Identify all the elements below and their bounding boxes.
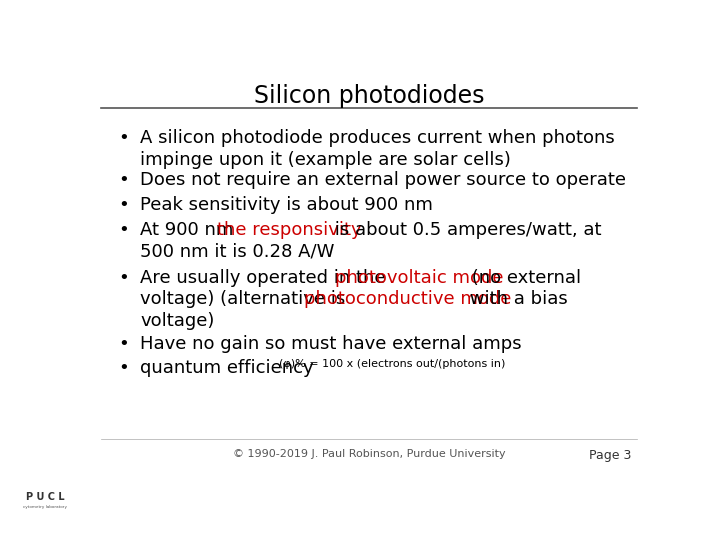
Text: voltage) (alternative is: voltage) (alternative is [140, 290, 351, 308]
Text: •: • [118, 221, 129, 239]
Text: •: • [118, 129, 129, 147]
Text: quantum efficiency: quantum efficiency [140, 359, 320, 377]
Text: © 1990-2019 J. Paul Robinson, Purdue University: © 1990-2019 J. Paul Robinson, Purdue Uni… [233, 449, 505, 460]
Text: Silicon photodiodes: Silicon photodiodes [253, 84, 485, 107]
Text: cytometry laboratory: cytometry laboratory [23, 505, 68, 509]
Text: Page 3: Page 3 [589, 449, 631, 462]
Text: •: • [118, 268, 129, 287]
Text: P U C L: P U C L [26, 492, 65, 502]
Text: Have no gain so must have external amps: Have no gain so must have external amps [140, 335, 522, 353]
Text: photoconductive mode: photoconductive mode [304, 290, 511, 308]
Text: •: • [118, 335, 129, 353]
Text: impinge upon it (example are solar cells): impinge upon it (example are solar cells… [140, 151, 511, 169]
Text: photovoltaic mode: photovoltaic mode [335, 268, 503, 287]
Text: Are usually operated in the: Are usually operated in the [140, 268, 392, 287]
Text: the responsivity: the responsivity [217, 221, 361, 239]
Text: •: • [118, 196, 129, 214]
Text: At 900 nm: At 900 nm [140, 221, 239, 239]
Text: with a bias: with a bias [464, 290, 568, 308]
Text: •: • [118, 171, 129, 189]
Text: Peak sensitivity is about 900 nm: Peak sensitivity is about 900 nm [140, 196, 433, 214]
Text: (φ)% = 100 x (electrons out/(photons in): (φ)% = 100 x (electrons out/(photons in) [279, 359, 505, 369]
Text: •: • [118, 359, 129, 377]
Text: 500 nm it is 0.28 A/W: 500 nm it is 0.28 A/W [140, 242, 335, 260]
Text: (no external: (no external [466, 268, 580, 287]
Text: A silicon photodiode produces current when photons: A silicon photodiode produces current wh… [140, 129, 615, 147]
Text: is about 0.5 amperes/watt, at: is about 0.5 amperes/watt, at [329, 221, 602, 239]
Text: Does not require an external power source to operate: Does not require an external power sourc… [140, 171, 626, 189]
Text: voltage): voltage) [140, 312, 215, 330]
